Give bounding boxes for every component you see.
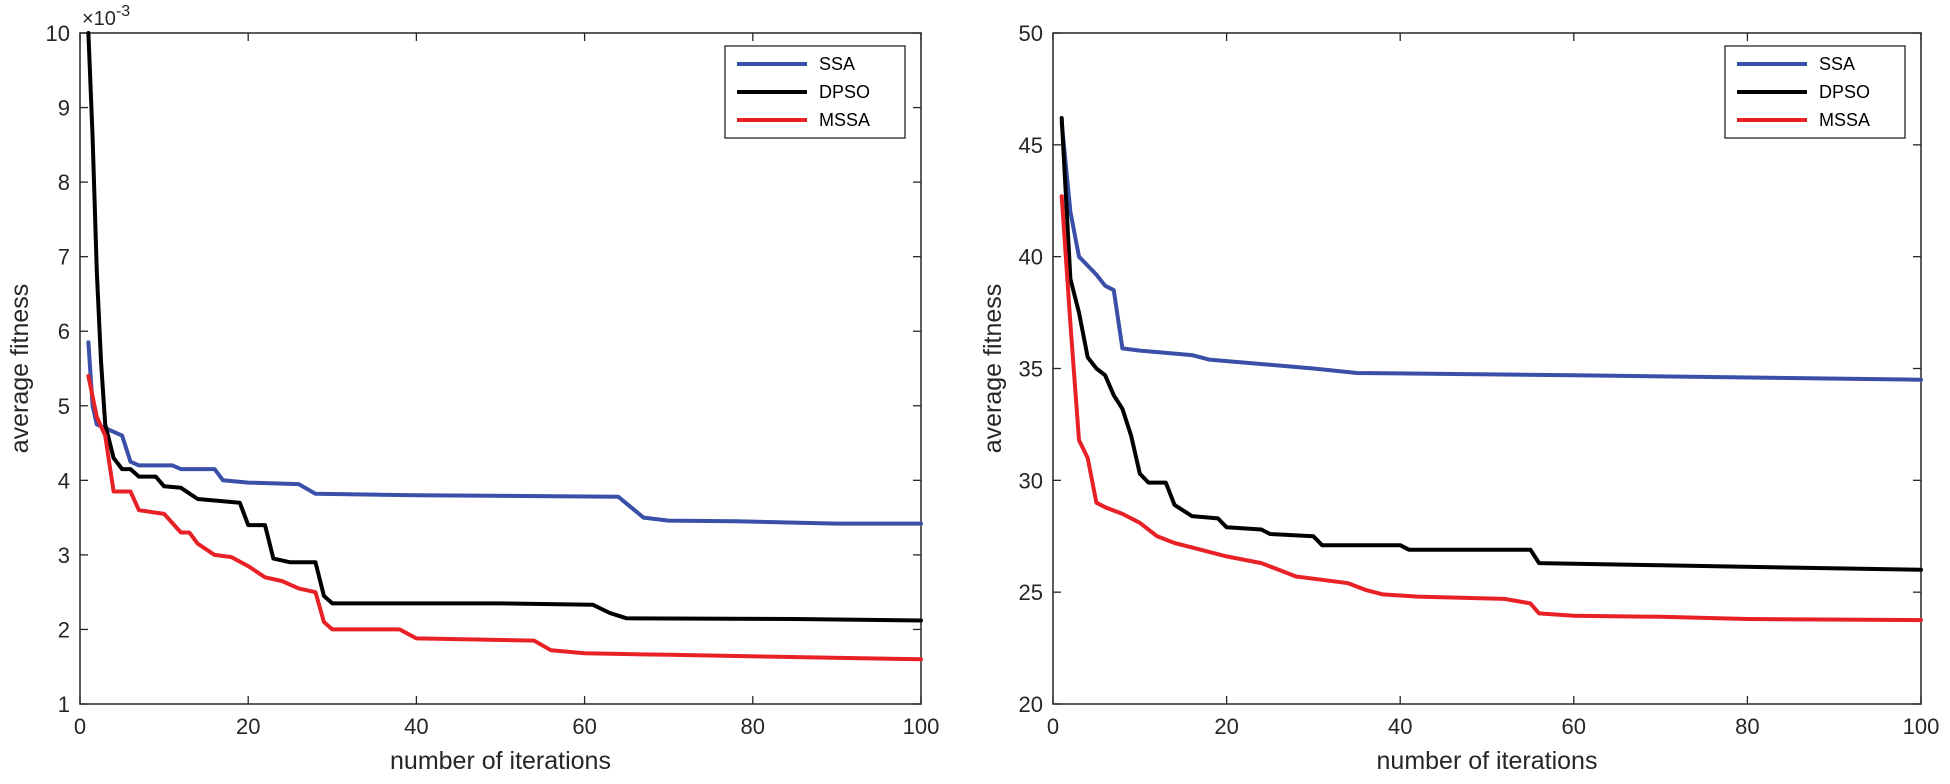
y-tick-label: 35 (1019, 357, 1043, 382)
x-tick-label: 60 (572, 714, 596, 739)
series-line-mssa (1059, 194, 1923, 623)
x-tick-label: 40 (1388, 714, 1412, 739)
x-axis-label: number of iterations (390, 747, 611, 775)
x-tick-label: 20 (1214, 714, 1238, 739)
series-line-ssa (86, 340, 923, 526)
y-tick-label: 2 (58, 617, 70, 642)
x-axis-label: number of iterations (1377, 747, 1598, 775)
series-line-dpso (1059, 116, 1923, 572)
y-tick-label: 9 (58, 96, 70, 121)
x-tick-label: 80 (1735, 714, 1759, 739)
y-tick-label: 8 (58, 170, 70, 195)
y-tick-label: 50 (1019, 21, 1043, 46)
y-tick-label: 30 (1019, 468, 1043, 493)
legend-label-mssa: MSSA (819, 110, 870, 130)
y-tick-label: 25 (1019, 580, 1043, 605)
x-tick-label: 80 (741, 714, 765, 739)
legend-label-mssa: MSSA (1819, 110, 1870, 130)
legend: SSA DPSO MSSA (1724, 45, 1906, 139)
legend-label-ssa: SSA (819, 54, 855, 74)
x-tick-label: 60 (1562, 714, 1586, 739)
y-axis-label: average fitness (979, 284, 1007, 454)
y-tick-label: 1 (58, 692, 70, 717)
y-tick-label: 4 (58, 468, 70, 493)
legend-label-dpso: DPSO (1819, 82, 1870, 102)
y-tick-label: 20 (1019, 692, 1043, 717)
plot-frame (79, 32, 922, 705)
y-axis-multiplier: ×10-3 (82, 3, 130, 30)
legend-label-ssa: SSA (1819, 54, 1855, 74)
y-tick-label: 10 (46, 21, 70, 46)
y-tick-label: 6 (58, 319, 70, 344)
series-line-ssa (1059, 120, 1923, 382)
series-line-mssa (86, 374, 923, 662)
x-tick-label: 20 (236, 714, 260, 739)
x-tick-label: 40 (404, 714, 428, 739)
legend: SSA DPSO MSSA (724, 45, 906, 139)
y-tick-label: 3 (58, 543, 70, 568)
x-tick-label: 100 (1903, 714, 1940, 739)
legend-label-dpso: DPSO (819, 82, 870, 102)
x-tick-label: 0 (74, 714, 86, 739)
x-tick-label: 100 (903, 714, 940, 739)
y-tick-label: 45 (1019, 133, 1043, 158)
chart-1: 0 20 40 60 80 100 1 2 3 4 5 6 7 8 9 10 number of iterati… (6, 3, 939, 775)
y-tick-label: 7 (58, 245, 70, 270)
y-axis-multiplier-exponent: -3 (116, 3, 130, 20)
y-axis-label: average fitness (6, 284, 34, 454)
x-tick-label: 0 (1047, 714, 1059, 739)
series-line-dpso (86, 31, 923, 623)
y-tick-label: 5 (58, 394, 70, 419)
y-tick-label: 40 (1019, 245, 1043, 270)
